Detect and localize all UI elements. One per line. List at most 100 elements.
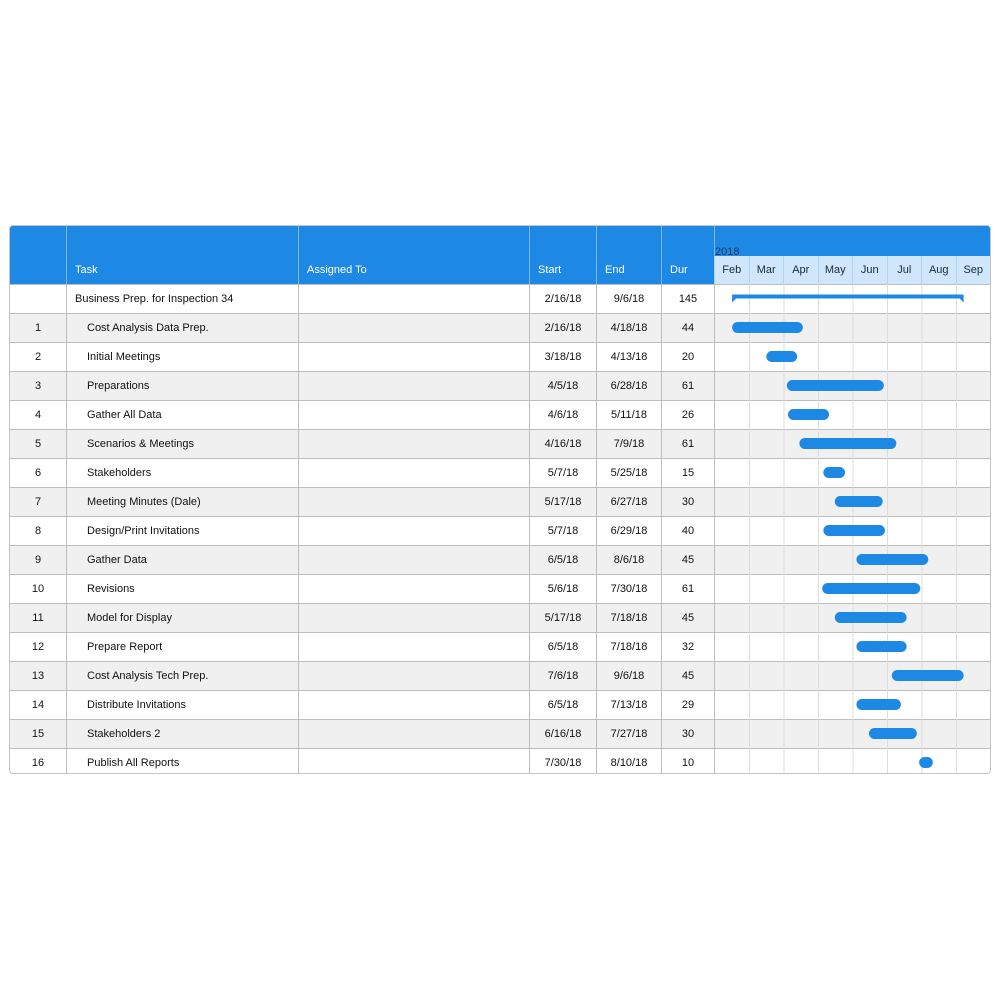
end-date[interactable]: 7/27/18 [597,720,662,748]
start-date[interactable]: 5/7/18 [530,517,597,545]
end-date[interactable]: 9/6/18 [597,285,662,313]
row-number[interactable]: 11 [10,604,67,632]
duration[interactable]: 32 [662,633,715,661]
end-date[interactable]: 4/18/18 [597,314,662,342]
row-number[interactable]: 13 [10,662,67,690]
duration[interactable]: 61 [662,575,715,603]
row-number[interactable]: 1 [10,314,67,342]
duration[interactable]: 40 [662,517,715,545]
task-name[interactable]: Stakeholders [67,459,299,487]
duration[interactable]: 45 [662,546,715,574]
task-name[interactable]: Publish All Reports [67,749,299,773]
row-number[interactable]: 10 [10,575,67,603]
table-row[interactable]: 7 Meeting Minutes (Dale) 5/17/18 6/27/18 30 [10,487,990,516]
table-row[interactable]: 8 Design/Print Invitations 5/7/18 6/29/18 40 [10,516,990,545]
assigned-to-cell[interactable] [299,546,530,574]
table-row[interactable]: 14 Distribute Invitations 6/5/18 7/13/18 29 [10,690,990,719]
table-row[interactable]: 1 Cost Analysis Data Prep. 2/16/18 4/18/18 4… [10,313,990,342]
start-date[interactable]: 5/17/18 [530,488,597,516]
duration[interactable]: 45 [662,604,715,632]
duration[interactable]: 45 [662,662,715,690]
task-name[interactable]: Gather All Data [67,401,299,429]
task-name[interactable]: Scenarios & Meetings [67,430,299,458]
header-end[interactable]: End [597,226,662,284]
row-number[interactable]: 14 [10,691,67,719]
assigned-to-cell[interactable] [299,691,530,719]
row-number[interactable]: 7 [10,488,67,516]
end-date[interactable]: 6/29/18 [597,517,662,545]
start-date[interactable]: 6/5/18 [530,546,597,574]
end-date[interactable]: 4/13/18 [597,343,662,371]
assigned-to-cell[interactable] [299,488,530,516]
duration[interactable]: 145 [662,285,715,313]
header-assigned-to[interactable]: Assigned To [299,226,530,284]
assigned-to-cell[interactable] [299,749,530,773]
header-dur[interactable]: Dur [662,226,715,284]
task-name[interactable]: Design/Print Invitations [67,517,299,545]
end-date[interactable]: 7/18/18 [597,633,662,661]
start-date[interactable]: 5/17/18 [530,604,597,632]
start-date[interactable]: 5/7/18 [530,459,597,487]
assigned-to-cell[interactable] [299,401,530,429]
start-date[interactable]: 2/16/18 [530,314,597,342]
table-row[interactable]: 4 Gather All Data 4/6/18 5/11/18 26 [10,400,990,429]
table-row[interactable]: 15 Stakeholders 2 6/16/18 7/27/18 30 [10,719,990,748]
duration[interactable]: 26 [662,401,715,429]
end-date[interactable]: 8/6/18 [597,546,662,574]
row-number[interactable]: 8 [10,517,67,545]
duration[interactable]: 44 [662,314,715,342]
assigned-to-cell[interactable] [299,517,530,545]
assigned-to-cell[interactable] [299,633,530,661]
table-row[interactable]: 10 Revisions 5/6/18 7/30/18 61 [10,574,990,603]
row-number[interactable]: 15 [10,720,67,748]
table-row[interactable]: 11 Model for Display 5/17/18 7/18/18 45 [10,603,990,632]
task-name[interactable]: Business Prep. for Inspection 34 [67,285,299,313]
start-date[interactable]: 5/6/18 [530,575,597,603]
task-name[interactable]: Model for Display [67,604,299,632]
start-date[interactable]: 6/5/18 [530,691,597,719]
task-name[interactable]: Meeting Minutes (Dale) [67,488,299,516]
end-date[interactable]: 8/10/18 [597,749,662,773]
row-number[interactable]: 9 [10,546,67,574]
table-row[interactable]: 13 Cost Analysis Tech Prep. 7/6/18 9/6/18 45 [10,661,990,690]
task-name[interactable]: Revisions [67,575,299,603]
end-date[interactable]: 7/9/18 [597,430,662,458]
summary-row[interactable]: Business Prep. for Inspection 34 2/16/18 9… [10,284,990,313]
table-row[interactable]: 16 Publish All Reports 7/30/18 8/10/18 10 [10,748,990,773]
row-number[interactable]: 6 [10,459,67,487]
start-date[interactable]: 4/16/18 [530,430,597,458]
task-name[interactable]: Stakeholders 2 [67,720,299,748]
start-date[interactable]: 7/6/18 [530,662,597,690]
start-date[interactable]: 6/5/18 [530,633,597,661]
header-task[interactable]: Task [67,226,299,284]
table-row[interactable]: 5 Scenarios & Meetings 4/16/18 7/9/18 61 [10,429,990,458]
row-number[interactable]: 16 [10,749,67,773]
duration[interactable]: 10 [662,749,715,773]
assigned-to-cell[interactable] [299,343,530,371]
assigned-to-cell[interactable] [299,372,530,400]
row-number[interactable]: 2 [10,343,67,371]
duration[interactable]: 61 [662,372,715,400]
header-num[interactable] [10,226,67,284]
table-row[interactable]: 3 Preparations 4/5/18 6/28/18 61 [10,371,990,400]
table-row[interactable]: 2 Initial Meetings 3/18/18 4/13/18 20 [10,342,990,371]
assigned-to-cell[interactable] [299,430,530,458]
task-name[interactable]: Prepare Report [67,633,299,661]
task-name[interactable]: Initial Meetings [67,343,299,371]
row-number[interactable]: 12 [10,633,67,661]
end-date[interactable]: 7/13/18 [597,691,662,719]
start-date[interactable]: 3/18/18 [530,343,597,371]
duration[interactable]: 29 [662,691,715,719]
table-row[interactable]: 9 Gather Data 6/5/18 8/6/18 45 [10,545,990,574]
row-number[interactable] [10,285,67,313]
end-date[interactable]: 7/18/18 [597,604,662,632]
start-date[interactable]: 6/16/18 [530,720,597,748]
header-start[interactable]: Start [530,226,597,284]
start-date[interactable]: 4/6/18 [530,401,597,429]
assigned-to-cell[interactable] [299,314,530,342]
end-date[interactable]: 6/28/18 [597,372,662,400]
task-name[interactable]: Gather Data [67,546,299,574]
task-name[interactable]: Cost Analysis Tech Prep. [67,662,299,690]
row-number[interactable]: 3 [10,372,67,400]
task-name[interactable]: Distribute Invitations [67,691,299,719]
